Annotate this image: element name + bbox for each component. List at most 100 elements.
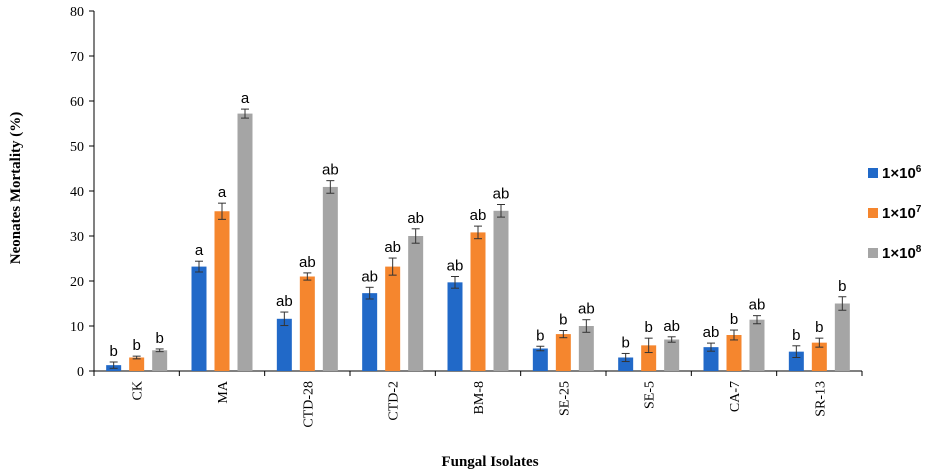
significance-letter: b (730, 311, 738, 328)
error-bar (388, 257, 397, 276)
x-category-label: CA-7 (728, 381, 743, 412)
error-bar (195, 260, 203, 273)
significance-letter: a (241, 90, 250, 107)
error-bar (132, 355, 141, 360)
significance-letter: ab (703, 324, 720, 341)
legend-item: 1×106 (868, 164, 922, 182)
bar (618, 357, 634, 371)
y-tick-label: 70 (70, 50, 84, 65)
significance-letter: ab (578, 301, 595, 318)
error-bar (451, 276, 459, 289)
error-bar (365, 286, 374, 300)
y-tick-label: 30 (70, 230, 84, 245)
y-tick-label: 20 (70, 275, 84, 290)
significance-letter: ab (493, 186, 510, 203)
legend: 1×106 1×107 1×108 (868, 164, 922, 262)
significance-letter: b (621, 334, 629, 351)
x-category-label: SE-5 (643, 381, 658, 409)
bar (191, 266, 207, 371)
significance-letter: ab (322, 162, 339, 179)
bar (129, 357, 145, 371)
x-category-label: CTD-28 (301, 381, 316, 428)
x-category-label: SR-13 (813, 381, 828, 417)
error-bar (559, 330, 568, 339)
error-bar (109, 361, 118, 369)
bar (578, 326, 594, 371)
bar (811, 342, 827, 371)
significance-letter: ab (361, 268, 378, 285)
error-bar (815, 337, 824, 348)
y-tick-label: 60 (70, 95, 84, 110)
error-bar (280, 311, 289, 327)
error-bar (621, 352, 630, 363)
legend-swatch (868, 208, 878, 218)
y-tick-label: 80 (70, 5, 84, 20)
bar (664, 339, 680, 371)
y-axis-title: Neonates Mortality (%) (8, 112, 24, 264)
legend-item: 1×108 (868, 244, 922, 262)
significance-letter: ab (663, 318, 680, 335)
bar (447, 282, 463, 371)
x-category-label: CK (131, 381, 146, 400)
bars (106, 113, 850, 371)
significance-letter: ab (384, 239, 401, 256)
significance-letter: ab (470, 207, 487, 224)
bar (322, 186, 338, 371)
error-bar (241, 108, 249, 119)
error-bar (474, 225, 482, 240)
bar (703, 347, 719, 371)
bar (408, 236, 424, 371)
error-bar (644, 337, 653, 354)
significance-letter: b (109, 343, 117, 360)
error-bar (326, 180, 335, 194)
error-bar (303, 272, 312, 281)
y-tick-label: 40 (70, 185, 84, 200)
error-bar (792, 345, 801, 358)
bar (385, 266, 401, 371)
legend-swatch (868, 168, 878, 178)
y-tick-label: 50 (70, 140, 84, 155)
bar (726, 335, 742, 371)
error-bar (582, 319, 591, 333)
significance-letter: b (559, 312, 567, 329)
legend-label: 1×106 (882, 164, 922, 182)
significance-letter: b (536, 327, 544, 344)
y-axis: 0 10 20 30 40 50 60 70 80 (70, 5, 95, 380)
legend-swatch (868, 248, 878, 258)
significance-letter: b (815, 319, 823, 336)
error-bar (497, 204, 505, 218)
x-category-label: CTD-2 (387, 381, 402, 421)
significance-letter: b (838, 278, 846, 295)
bar (299, 276, 315, 371)
x-category-label: BM-8 (472, 381, 487, 414)
error-bar (155, 348, 164, 353)
significance-letter: b (155, 330, 163, 347)
bar (214, 211, 230, 371)
x-axis-title: Fungal Isolates (441, 454, 538, 470)
bar (470, 232, 486, 371)
x-axis: CK MA CTD-28 CTD-2 BM-8 SE-25 SE-5 CA-7 SR-13 (93, 370, 863, 428)
bar (237, 113, 253, 371)
significance-letter: ab (299, 254, 316, 271)
error-bars (109, 108, 847, 369)
significance-letter: a (195, 242, 204, 259)
significance-letter: b (132, 337, 140, 354)
y-tick-label: 0 (77, 365, 84, 380)
error-bar (411, 228, 420, 244)
error-bar (218, 202, 226, 220)
significance-letter: a (218, 184, 227, 201)
bar (788, 351, 804, 371)
legend-label: 1×107 (882, 204, 922, 222)
error-bar (707, 342, 715, 352)
significance-letter: b (644, 319, 652, 336)
significance-letter: ab (749, 297, 766, 314)
bar (749, 319, 765, 371)
bar (555, 334, 571, 371)
error-bar (536, 345, 545, 352)
legend-label: 1×108 (882, 244, 922, 262)
error-bar (753, 315, 761, 325)
error-bar (667, 336, 676, 343)
significance-letter: ab (276, 293, 293, 310)
